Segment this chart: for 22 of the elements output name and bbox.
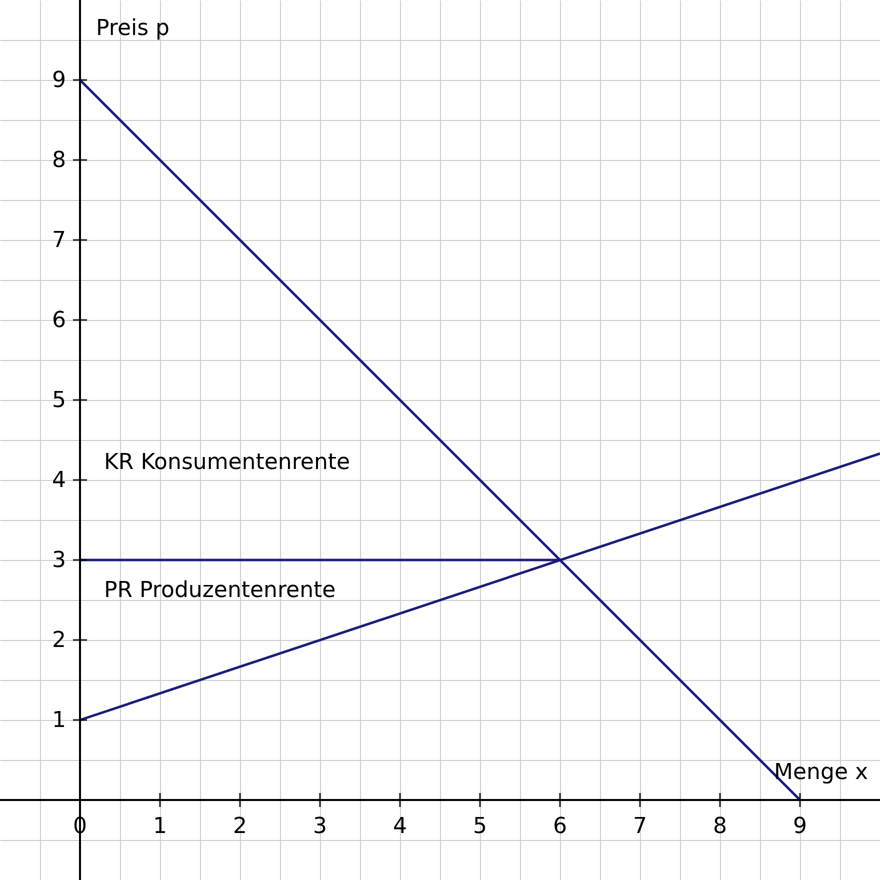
x-tick-label: 7 <box>633 814 647 839</box>
x-tick-label: 5 <box>473 814 487 839</box>
y-tick-label: 7 <box>52 228 66 253</box>
x-tick-label: 4 <box>393 814 407 839</box>
y-tick-label: 6 <box>52 308 66 333</box>
y-tick-label: 1 <box>52 708 66 733</box>
y-tick-label: 5 <box>52 388 66 413</box>
y-tick-label: 2 <box>52 628 66 653</box>
x-tick-label: 9 <box>793 814 807 839</box>
annotation: PR Produzentenrente <box>104 578 336 603</box>
x-tick-label: 6 <box>553 814 567 839</box>
y-tick-label: 3 <box>52 548 66 573</box>
y-tick-label: 8 <box>52 148 66 173</box>
x-tick-label: 1 <box>153 814 167 839</box>
x-axis-title: Menge x <box>774 760 868 785</box>
y-axis-title: Preis p <box>96 16 170 41</box>
x-tick-label: 2 <box>233 814 247 839</box>
y-tick-label: 9 <box>52 68 66 93</box>
x-tick-label: 3 <box>313 814 327 839</box>
annotation: KR Konsumentenrente <box>104 450 350 475</box>
x-tick-label: 8 <box>713 814 727 839</box>
y-tick-label: 4 <box>52 468 66 493</box>
